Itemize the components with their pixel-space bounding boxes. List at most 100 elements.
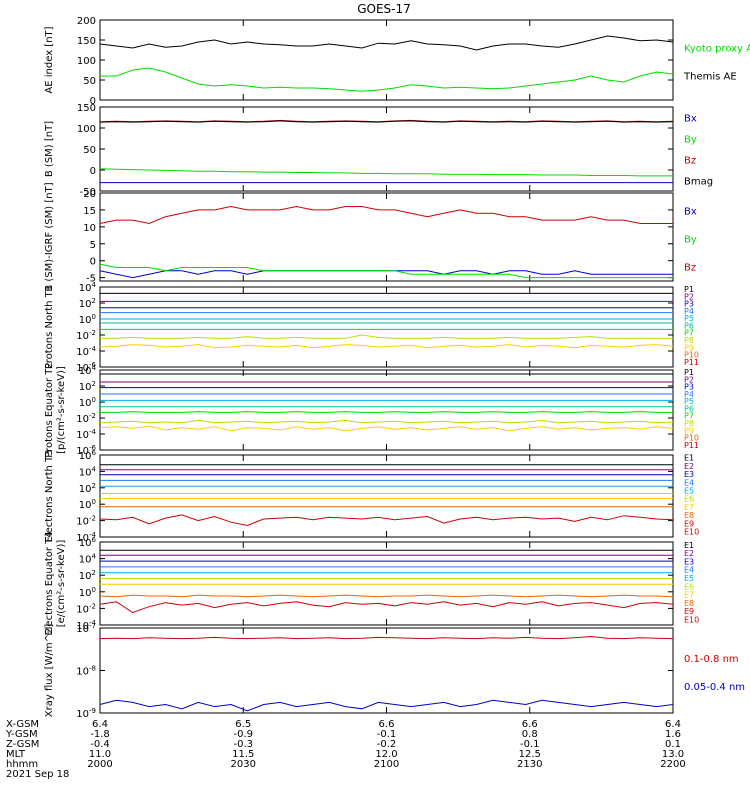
legend-label: E9 (684, 519, 694, 528)
series-line-bmag (99, 120, 674, 123)
x-axis-value: 6.4 (92, 719, 108, 730)
date-label: 2021 Sep 18 (6, 769, 69, 780)
legend-label: P2 (684, 292, 694, 301)
legend-label: Bx (684, 114, 697, 125)
y-tick-label: 0 (90, 96, 96, 107)
series-line-bz (99, 205, 673, 225)
y-tick-label: 0 (90, 257, 96, 268)
legend-label: P7 (684, 329, 694, 338)
y-tick-label: 10-2 (76, 329, 96, 342)
x-axis-value: 2000 (87, 759, 112, 770)
x-axis-value: -0.1 (377, 729, 397, 740)
legend-label: Bz (684, 263, 696, 274)
y-tick-label: 102 (79, 380, 96, 393)
x-axis-value: 0.8 (522, 729, 538, 740)
y-tick-label: 10 (83, 223, 96, 234)
x-axis-value: 6.4 (665, 719, 681, 730)
legend-label: P11 (684, 441, 699, 450)
legend-label: E5 (684, 487, 694, 496)
legend-label: 0.05-0.4 nm (684, 682, 745, 693)
legend-label: P6 (684, 321, 694, 330)
series-line-0-05-0-4-nm (99, 699, 674, 712)
y-tick-label: 10-4 (76, 345, 96, 358)
x-axis-value: 2100 (374, 759, 399, 770)
y-axis-label: Electrons Equator T4 (44, 531, 55, 635)
y-tick-label: 106 (79, 449, 97, 462)
y-tick-label: -5 (86, 274, 96, 285)
x-axis-value: 1.6 (665, 729, 681, 740)
legend-label: E1 (684, 541, 694, 550)
series-line-themis-ae (99, 35, 674, 51)
x-axis-value: -0.2 (377, 739, 397, 750)
y-axis-label: Xray flux [W/m^2] (44, 624, 55, 718)
plot-title: GOES-17 (357, 2, 411, 16)
series-line-e9 (99, 601, 674, 614)
panel-1: 200 150 100 50 0 AE index [nT] Kyoto proxy AE T… (44, 16, 750, 107)
y-tick-label: 20 (83, 189, 96, 200)
y-axis-label: B (SM) [nT] (44, 121, 55, 177)
y-tick-label: 100 (79, 313, 96, 326)
y-tick-label: 50 (83, 145, 96, 156)
x-axis-labels: X-GSMY-GSMZ-GSMMLThhmm6.4-1.8-0.411.0200… (5, 719, 686, 780)
legend-label: E10 (684, 616, 699, 625)
y-axis-label: Electrons North T3 (44, 449, 55, 542)
legend-label: E5 (684, 574, 694, 583)
legend-label: P8 (684, 336, 694, 345)
x-axis-row-label: Y-GSM (5, 729, 38, 740)
y-tick-label: 104 (79, 553, 97, 566)
legend-label: By (684, 235, 697, 246)
y-tick-label: 104 (79, 364, 97, 377)
legend-label: P8 (684, 419, 694, 428)
panel-frame (99, 454, 674, 538)
legend-label: E4 (684, 566, 694, 575)
legend-label: E9 (684, 607, 694, 616)
y-tick-label: 10-2 (76, 602, 96, 615)
y-tick-label: 106 (79, 536, 97, 549)
x-axis-value: 11.0 (89, 749, 111, 760)
x-axis-value: -0.3 (233, 739, 253, 750)
legend-label: P3 (684, 383, 694, 392)
y-axis-label: Protons North T1 (44, 285, 55, 369)
x-axis-value: -0.1 (520, 739, 540, 750)
y-tick-label: 100 (79, 586, 96, 599)
series-line-p7 (100, 411, 673, 413)
x-axis-row-label: MLT (6, 749, 26, 760)
y-tick-label: 10-8 (76, 665, 96, 678)
x-axis-value: 6.6 (379, 719, 395, 730)
legend-label: P7 (684, 412, 694, 421)
y-tick-label: 100 (77, 56, 96, 67)
panel-frame (99, 286, 674, 368)
series-line-by (99, 168, 673, 177)
y-tick-label: 10-2 (76, 515, 96, 528)
x-axis-row-label: Z-GSM (6, 739, 39, 750)
x-axis-value: 2200 (660, 759, 685, 770)
x-axis-value: 2030 (231, 759, 256, 770)
legend-label: P5 (684, 397, 694, 406)
legend-label: E2 (684, 462, 694, 471)
y-tick-label: 150 (77, 36, 96, 47)
x-axis-value: 11.5 (232, 749, 254, 760)
legend-label: P6 (684, 404, 694, 413)
y-tick-label: -50 (80, 187, 96, 198)
y-tick-label: 102 (79, 569, 96, 582)
legend-label: P10 (684, 434, 699, 443)
y-tick-label: 102 (79, 297, 96, 310)
legend-label: P3 (684, 300, 694, 309)
y-tick-label: 150 (77, 103, 96, 114)
x-axis-value: 12.5 (519, 749, 541, 760)
x-axis-value: 12.0 (375, 749, 397, 760)
y-tick-label: 50 (83, 76, 96, 87)
panel-2: 150 100 50 0 -50 B (SM) [nT] Bx By Bz Bmag (44, 103, 713, 198)
legend-label: E6 (684, 582, 694, 591)
legend-label: P4 (684, 307, 694, 316)
legend-label: E3 (684, 557, 694, 566)
legend-label: E1 (684, 454, 694, 463)
y-tick-label: 102 (79, 482, 96, 495)
y-tick-label: 10-4 (76, 428, 96, 441)
legend-label: Kyoto proxy AE (684, 44, 750, 55)
y-tick-label: 10-7 (76, 622, 96, 635)
panel-frame (99, 627, 674, 714)
